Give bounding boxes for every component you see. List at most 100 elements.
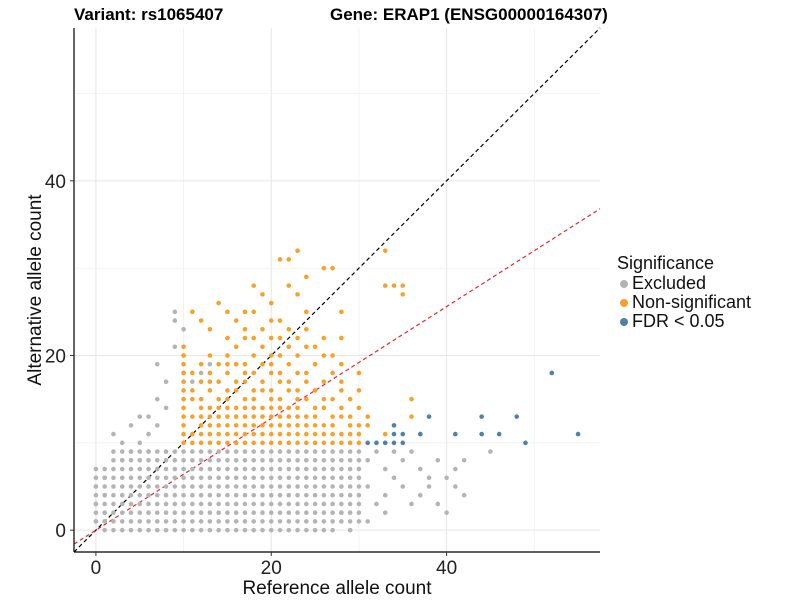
- point-excluded: [93, 501, 99, 507]
- point-non-significant: [216, 379, 221, 385]
- point-non-significant: [268, 335, 274, 341]
- point-excluded: [119, 519, 125, 524]
- point-excluded: [172, 449, 178, 454]
- point-excluded: [102, 466, 107, 472]
- point-non-significant: [251, 396, 257, 402]
- point-non-significant: [190, 388, 195, 393]
- point-excluded: [111, 475, 116, 481]
- point-non-significant: [356, 423, 362, 428]
- point-excluded: [295, 501, 300, 507]
- point-non-significant: [312, 414, 318, 419]
- point-excluded: [233, 484, 239, 489]
- point-non-significant: [251, 414, 257, 419]
- point-excluded: [137, 458, 143, 463]
- point-non-significant: [295, 396, 300, 402]
- point-excluded: [190, 501, 195, 507]
- point-excluded: [181, 484, 186, 489]
- point-non-significant: [321, 423, 327, 428]
- point-excluded: [93, 510, 99, 515]
- point-excluded: [426, 484, 432, 489]
- point-non-significant: [242, 431, 248, 437]
- point-non-significant: [277, 423, 283, 428]
- reference-line-expected-ratio: [73, 208, 601, 545]
- point-non-significant: [216, 414, 221, 419]
- point-excluded: [181, 458, 186, 463]
- point-excluded: [216, 492, 221, 498]
- point-non-significant: [312, 361, 318, 367]
- point-excluded: [312, 510, 318, 515]
- point-excluded: [198, 510, 204, 515]
- point-excluded: [365, 484, 370, 489]
- point-non-significant: [198, 318, 204, 323]
- point-excluded: [339, 466, 344, 472]
- point-excluded: [286, 492, 292, 498]
- point-non-significant: [286, 257, 292, 262]
- point-excluded: [277, 449, 283, 454]
- point-non-significant: [216, 431, 221, 437]
- point-fdr: [479, 414, 484, 419]
- point-excluded: [233, 510, 239, 515]
- point-non-significant: [233, 344, 239, 350]
- point-excluded: [304, 466, 309, 472]
- point-excluded: [181, 501, 186, 507]
- point-non-significant: [251, 309, 257, 315]
- point-excluded: [163, 527, 169, 533]
- point-excluded: [154, 501, 160, 507]
- point-excluded: [111, 519, 116, 524]
- point-excluded: [268, 458, 274, 463]
- point-excluded: [154, 396, 160, 402]
- point-excluded: [225, 466, 230, 472]
- point-excluded: [207, 510, 213, 515]
- point-excluded: [181, 519, 186, 524]
- point-non-significant: [225, 414, 230, 419]
- point-excluded: [312, 475, 318, 481]
- point-excluded: [339, 449, 344, 454]
- point-non-significant: [181, 361, 186, 367]
- point-excluded: [111, 466, 116, 472]
- point-non-significant: [286, 283, 292, 288]
- point-non-significant: [242, 414, 248, 419]
- point-excluded: [321, 510, 327, 515]
- point-excluded: [339, 458, 344, 463]
- point-non-significant: [295, 405, 300, 411]
- point-fdr: [374, 440, 379, 446]
- point-non-significant: [304, 370, 309, 376]
- point-non-significant: [190, 370, 195, 376]
- point-excluded: [190, 466, 195, 472]
- point-non-significant: [190, 414, 195, 419]
- point-non-significant: [268, 353, 274, 358]
- point-non-significant: [339, 309, 344, 315]
- point-excluded: [295, 475, 300, 481]
- point-non-significant: [233, 405, 239, 411]
- point-excluded: [102, 484, 107, 489]
- point-excluded: [111, 492, 116, 498]
- point-non-significant: [268, 431, 274, 437]
- point-excluded: [312, 527, 318, 533]
- point-excluded: [163, 379, 169, 385]
- point-excluded: [233, 527, 239, 533]
- point-excluded: [242, 492, 248, 498]
- point-excluded: [128, 519, 134, 524]
- point-excluded: [111, 431, 116, 437]
- point-fdr: [400, 431, 406, 437]
- point-non-significant: [339, 379, 344, 385]
- point-excluded: [242, 449, 248, 454]
- point-non-significant: [242, 423, 248, 428]
- x-tick-label: 40: [436, 558, 457, 579]
- point-non-significant: [198, 361, 204, 367]
- point-excluded: [163, 510, 169, 515]
- point-excluded: [426, 475, 432, 481]
- point-excluded: [242, 466, 248, 472]
- point-excluded: [233, 501, 239, 507]
- point-excluded: [154, 492, 160, 498]
- point-excluded: [277, 519, 283, 524]
- point-excluded: [277, 484, 283, 489]
- point-excluded: [146, 492, 151, 498]
- point-excluded: [268, 449, 274, 454]
- point-excluded: [225, 510, 230, 515]
- point-excluded: [216, 510, 221, 515]
- point-fdr: [417, 431, 423, 437]
- point-excluded: [286, 484, 292, 489]
- point-excluded: [190, 519, 195, 524]
- point-excluded: [304, 492, 309, 498]
